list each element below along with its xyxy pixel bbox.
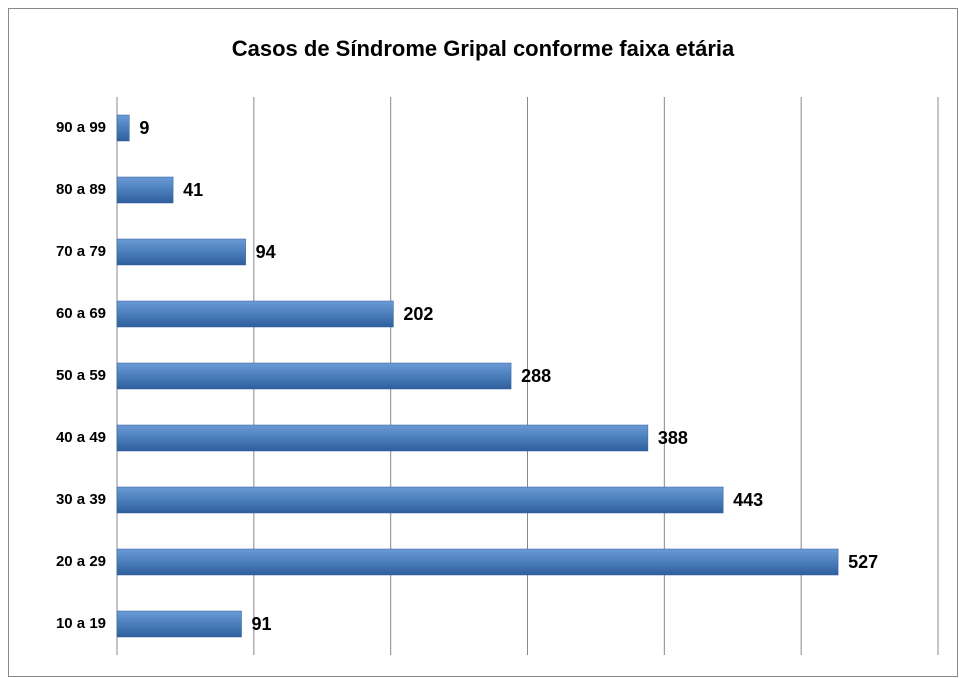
y-tick-label: 30 a 39 [56, 491, 106, 508]
y-tick-label: 80 a 89 [56, 181, 106, 198]
data-label: 443 [733, 490, 763, 510]
data-label: 527 [848, 552, 878, 572]
bar [116, 300, 394, 328]
bar [116, 176, 174, 204]
data-label: 9 [139, 118, 149, 138]
bar [116, 238, 246, 266]
bar [116, 362, 512, 390]
chart-border [8, 8, 958, 677]
y-tick-label: 60 a 69 [56, 305, 106, 322]
bar [116, 114, 130, 142]
bar [116, 486, 724, 514]
bar [116, 548, 839, 576]
bar [116, 610, 242, 638]
data-label: 94 [256, 242, 276, 262]
bar [116, 424, 649, 452]
y-tick-label: 50 a 59 [56, 367, 106, 384]
data-label: 388 [658, 428, 688, 448]
y-tick-label: 90 a 99 [56, 119, 106, 136]
chart-title: Casos de Síndrome Gripal conforme faixa … [232, 36, 735, 61]
y-tick-label: 10 a 19 [56, 615, 106, 632]
y-tick-label: 20 a 29 [56, 553, 106, 570]
data-label: 288 [521, 366, 551, 386]
data-label: 41 [183, 180, 203, 200]
y-tick-label: 70 a 79 [56, 243, 106, 260]
data-label: 202 [403, 304, 433, 324]
y-tick-label: 40 a 49 [56, 429, 106, 446]
data-label: 91 [252, 614, 272, 634]
